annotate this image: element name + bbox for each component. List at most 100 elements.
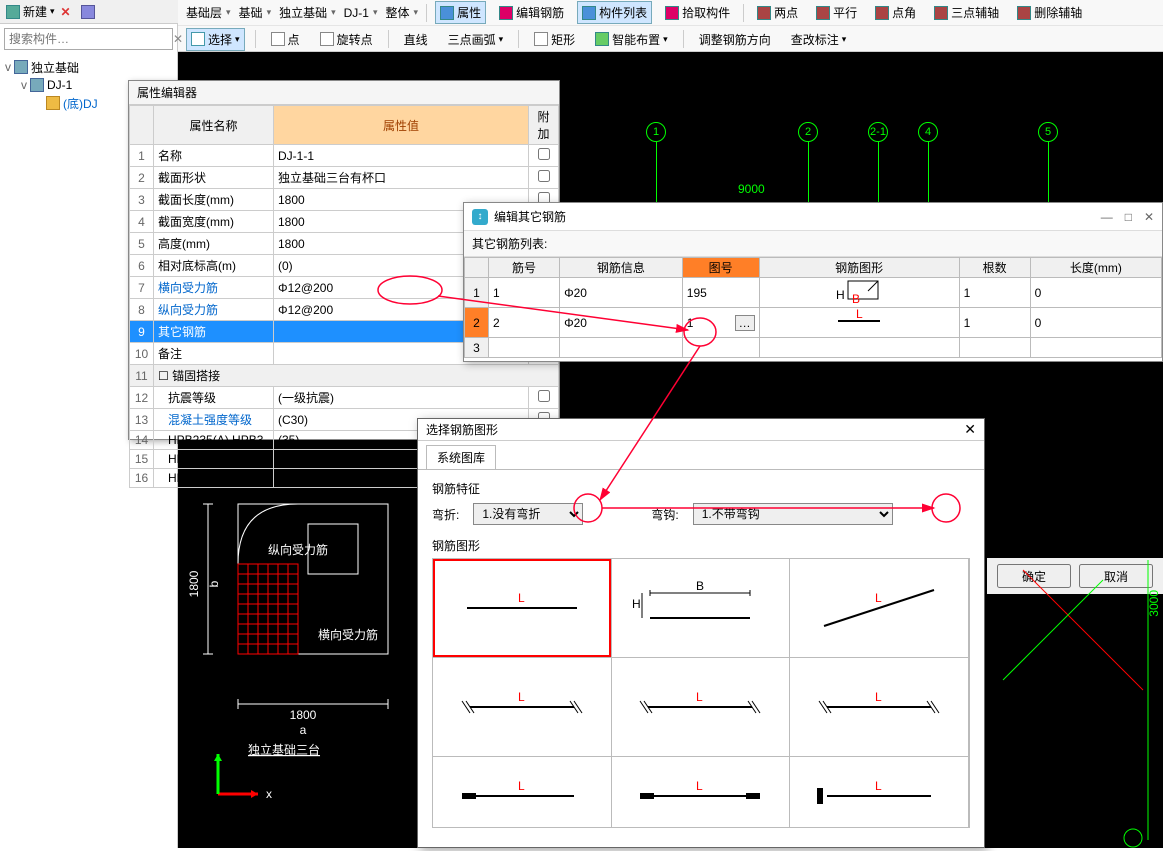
max-button[interactable]: □ [1125,210,1132,224]
property-row[interactable]: 11☐ 锚固搭接 [130,365,559,387]
svg-text:H: H [632,597,641,611]
cursor-icon [191,32,205,46]
tree-item[interactable]: v独立基础 [2,58,175,76]
parallel-icon [816,6,830,20]
shape-grid[interactable]: LBHLLLLL一侧贴焊锚筋L两侧贴焊锚筋L穿孔塞焊锚板 [432,558,970,828]
grid-bubble: 5 [1038,122,1058,142]
bend-select[interactable]: 1.没有弯折 [473,503,583,525]
property-row[interactable]: 2截面形状独立基础三台有杯口 [130,167,559,189]
rotpt-icon [320,32,334,46]
min-button[interactable]: — [1101,210,1113,224]
svg-text:B: B [696,579,704,593]
svg-text:L: L [518,690,525,704]
delete-icon: ✕ [61,5,75,19]
btn-editrebar[interactable]: 编辑钢筋 [494,1,569,24]
copy-icon [81,5,95,19]
rebar-list-label: 其它钢筋列表: [464,231,1162,257]
delete-button[interactable]: ✕ [61,5,75,19]
btn-complist[interactable]: 构件列表 [577,1,652,24]
svg-text:H: H [836,288,845,302]
shape-option[interactable]: L一侧贴焊锚筋 [432,756,612,828]
shape-option[interactable]: L [789,657,969,757]
svg-text:a: a [300,723,307,737]
twopt-icon [757,6,771,20]
btn-arc[interactable]: 三点画弧 ▾ [443,28,509,51]
shape-option[interactable]: L穿孔塞焊锚板 [789,756,969,828]
shape-option[interactable]: BH [611,558,791,658]
close-icon[interactable]: ✕ [964,421,976,438]
property-row[interactable]: 12 抗震等级(一级抗震) [130,387,559,409]
new-label: 新建 [23,3,47,20]
ok-button[interactable]: 确定 [997,564,1071,588]
dim-9000: 9000 [738,182,765,196]
shape-option[interactable]: L [432,657,612,757]
new-button[interactable]: 新建 ▾ [6,3,55,20]
svg-text:L: L [856,309,863,321]
btn-point[interactable]: 点 [266,28,305,51]
rebar-row[interactable]: 11Φ20195HB10 [465,278,1162,308]
ribbon: 基础层 基础 独立基础 DJ-1 整体 属性 编辑钢筋 构件列表 拾取构件 两点… [178,0,1163,52]
rebar-row[interactable]: 22Φ201…L10 [465,308,1162,338]
btn-3pt[interactable]: 三点辅轴 [929,1,1004,24]
dd-comp[interactable]: DJ-1 [344,6,378,20]
ellipsis-button[interactable]: … [735,315,755,331]
search-input[interactable] [5,32,168,46]
shape-option[interactable]: L两侧贴焊锚筋 [611,756,791,828]
section-features: 钢筋特征 [432,480,970,497]
svg-text:b: b [207,580,221,587]
svg-text:L: L [518,779,525,793]
angle-icon [875,6,889,20]
threept-icon [934,6,948,20]
btn-angle[interactable]: 点角 [870,1,921,24]
btn-anno[interactable]: 查改标注 ▾ [786,28,852,51]
btn-select[interactable]: 选择 ▾ [186,28,245,51]
dd-scope[interactable]: 整体 [386,4,419,21]
other-rebar-titlebar[interactable]: ↕ 编辑其它钢筋 — □ ✕ [464,203,1162,231]
copy-button[interactable] [81,5,95,19]
search-clear-icon[interactable]: ✕ [168,32,188,46]
btn-props[interactable]: 属性 [435,1,486,24]
btn-rect[interactable]: 矩形 [529,28,580,51]
section-shapes: 钢筋图形 [432,537,970,554]
shape-option[interactable]: L [611,657,791,757]
svg-text:横向受力筋: 横向受力筋 [318,627,378,642]
dialog-icon: ↕ [472,209,488,225]
rebar-row[interactable]: 3 [465,338,1162,358]
grid-bubble: 2 [798,122,818,142]
hook-label: 弯钩: [651,506,678,523]
col-ext: 附加 [529,106,559,145]
grid-bubble: 2-1 [868,122,888,142]
search-box[interactable]: ✕ [4,28,173,50]
btn-delaxis[interactable]: 删除辅轴 [1012,1,1087,24]
right-dim-3000: 3000 [1147,590,1161,617]
dd-cat[interactable]: 基础 [239,4,272,21]
rebar-table[interactable]: 筋号 钢筋信息 图号 钢筋图形 根数 长度(mm) 11Φ20195HB1022… [464,257,1162,358]
svg-text:x: x [266,787,272,801]
close-button[interactable]: ✕ [1144,210,1154,224]
col-name: 属性名称 [154,106,274,145]
shape-option[interactable]: L [432,558,612,658]
btn-line[interactable]: 直线 [399,28,433,51]
btn-smart[interactable]: 智能布置 ▾ [590,28,673,51]
btn-2pt[interactable]: 两点 [752,1,803,24]
svg-text:L: L [696,779,703,793]
btn-adjust[interactable]: 调整钢筋方向 [694,28,776,51]
svg-text:1800: 1800 [290,708,317,722]
dd-floor[interactable]: 基础层 [186,4,231,21]
tab-system-lib[interactable]: 系统图库 [426,445,496,469]
btn-parallel[interactable]: 平行 [811,1,862,24]
svg-text:B: B [852,292,860,303]
dialog-action-bar: 确定 取消 [987,558,1163,594]
dd-type[interactable]: 独立基础 [279,4,336,21]
rect-icon [534,32,548,46]
property-row[interactable]: 1名称DJ-1-1 [130,145,559,167]
shape-option[interactable]: L [789,558,969,658]
point-icon [271,32,285,46]
btn-rotpt[interactable]: 旋转点 [315,28,378,51]
delaxis-icon [1017,6,1031,20]
hook-select[interactable]: 1.不带弯钩 [693,503,893,525]
btn-pick[interactable]: 拾取构件 [660,1,735,24]
cancel-button[interactable]: 取消 [1079,564,1153,588]
other-rebar-title: 编辑其它钢筋 [494,208,566,225]
pick-icon [665,6,679,20]
